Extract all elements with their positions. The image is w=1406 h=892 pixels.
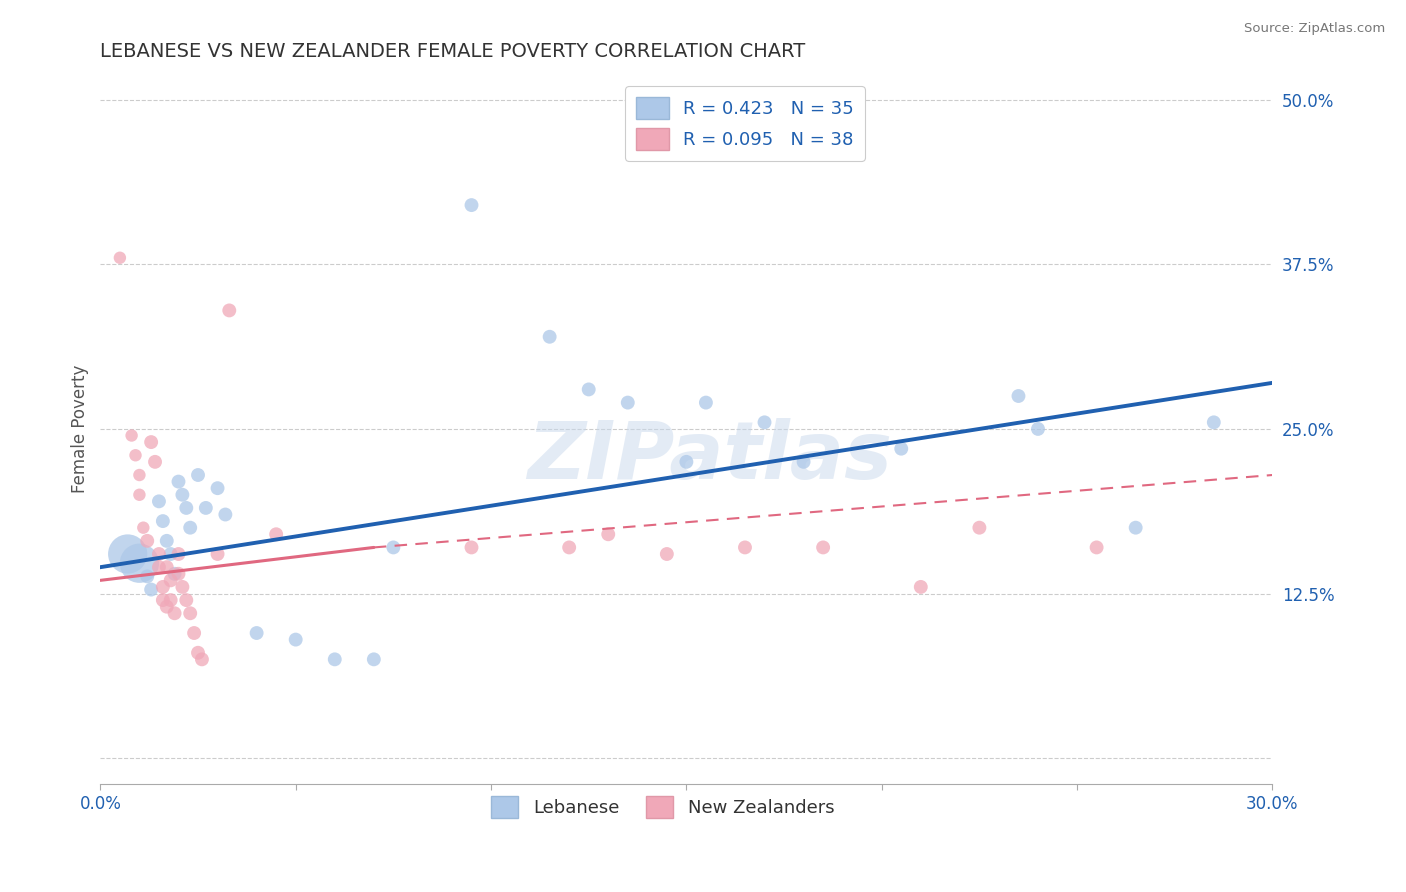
Point	[538, 330, 561, 344]
Point	[156, 599, 179, 614]
Point	[194, 500, 217, 515]
Point	[460, 198, 482, 212]
Point	[811, 541, 834, 555]
Point	[124, 448, 146, 462]
Point	[148, 560, 170, 574]
Point	[167, 566, 190, 581]
Point	[578, 383, 600, 397]
Point	[218, 303, 240, 318]
Text: LEBANESE VS NEW ZEALANDER FEMALE POVERTY CORRELATION CHART: LEBANESE VS NEW ZEALANDER FEMALE POVERTY…	[100, 42, 806, 61]
Point	[117, 547, 139, 561]
Point	[176, 593, 198, 607]
Point	[207, 547, 229, 561]
Point	[675, 455, 697, 469]
Point	[558, 541, 581, 555]
Text: Source: ZipAtlas.com: Source: ZipAtlas.com	[1244, 22, 1385, 36]
Point	[754, 415, 776, 429]
Point	[179, 607, 201, 621]
Point	[655, 547, 678, 561]
Point	[207, 481, 229, 495]
Point	[191, 652, 214, 666]
Point	[159, 547, 181, 561]
Point	[163, 566, 186, 581]
Point	[460, 541, 482, 555]
Point	[121, 428, 143, 442]
Point	[143, 455, 166, 469]
Point	[1202, 415, 1225, 429]
Point	[163, 607, 186, 621]
Point	[152, 514, 174, 528]
Point	[793, 455, 815, 469]
Point	[264, 527, 287, 541]
Point	[183, 626, 205, 640]
Point	[167, 475, 190, 489]
Point	[382, 541, 405, 555]
Point	[156, 533, 179, 548]
Point	[148, 494, 170, 508]
Text: ZIPatlas: ZIPatlas	[527, 418, 893, 496]
Legend: Lebanese, New Zealanders: Lebanese, New Zealanders	[484, 789, 842, 825]
Point	[598, 527, 620, 541]
Point	[139, 582, 162, 597]
Point	[128, 556, 150, 570]
Point	[156, 560, 179, 574]
Point	[136, 569, 159, 583]
Point	[152, 593, 174, 607]
Point	[890, 442, 912, 456]
Point	[172, 580, 194, 594]
Point	[159, 593, 181, 607]
Point	[128, 468, 150, 483]
Point	[176, 500, 198, 515]
Point	[167, 547, 190, 561]
Point	[284, 632, 307, 647]
Y-axis label: Female Poverty: Female Poverty	[72, 365, 89, 493]
Point	[136, 533, 159, 548]
Point	[363, 652, 385, 666]
Point	[734, 541, 756, 555]
Point	[214, 508, 236, 522]
Point	[148, 547, 170, 561]
Point	[246, 626, 269, 640]
Point	[152, 580, 174, 594]
Point	[695, 395, 717, 409]
Point	[1007, 389, 1029, 403]
Point	[187, 468, 209, 483]
Point	[1026, 422, 1049, 436]
Point	[187, 646, 209, 660]
Point	[1085, 541, 1108, 555]
Point	[323, 652, 346, 666]
Point	[1125, 521, 1147, 535]
Point	[969, 521, 991, 535]
Point	[179, 521, 201, 535]
Point	[128, 488, 150, 502]
Point	[108, 251, 131, 265]
Point	[159, 574, 181, 588]
Point	[910, 580, 932, 594]
Point	[616, 395, 638, 409]
Point	[139, 435, 162, 450]
Point	[132, 521, 155, 535]
Point	[172, 488, 194, 502]
